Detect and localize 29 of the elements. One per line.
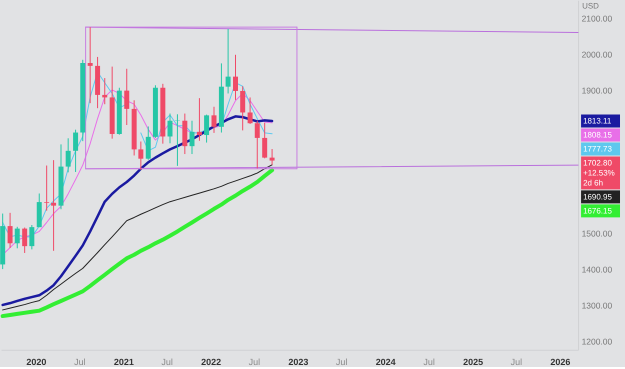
y-tick-label: 2100.00 [582,14,612,24]
y-tick-label: 1400.00 [582,264,612,275]
x-tick-label: 2024 [376,357,396,368]
x-tick-label: 2022 [201,357,222,368]
y-tick-label: 1200.00 [582,336,612,346]
text: 1676.15 [583,206,612,216]
x-tick-label: Jul [161,357,173,368]
y-tick-label: 1300.00 [582,300,612,310]
x-tick-label: 2020 [26,357,46,368]
text: +12.53% [583,168,615,178]
x-tick-label: Jul [336,357,348,368]
text: 1813.11 [583,116,612,126]
text: 1777.73 [583,144,612,154]
x-tick-label: 2023 [288,357,308,368]
y-tick-label: 1500.00 [582,228,612,239]
x-tick-label: 2025 [463,357,484,368]
x-tick-label: 2021 [114,357,134,368]
x-tick-label: Jul [248,357,260,368]
text: 1808.15 [583,130,612,140]
x-tick-label: 2026 [550,357,570,368]
y-tick-label: 1900.00 [582,85,612,96]
y-axis-title: USD [582,1,600,10]
y-tick-label: 2000.00 [582,50,612,60]
x-tick-label: Jul [510,357,522,368]
x-tick-label: Jul [423,357,435,368]
text: 2d 6h [583,178,604,188]
text: 1690.95 [583,192,612,202]
text: 1702.80 [583,158,612,168]
x-tick-label: Jul [74,357,86,368]
